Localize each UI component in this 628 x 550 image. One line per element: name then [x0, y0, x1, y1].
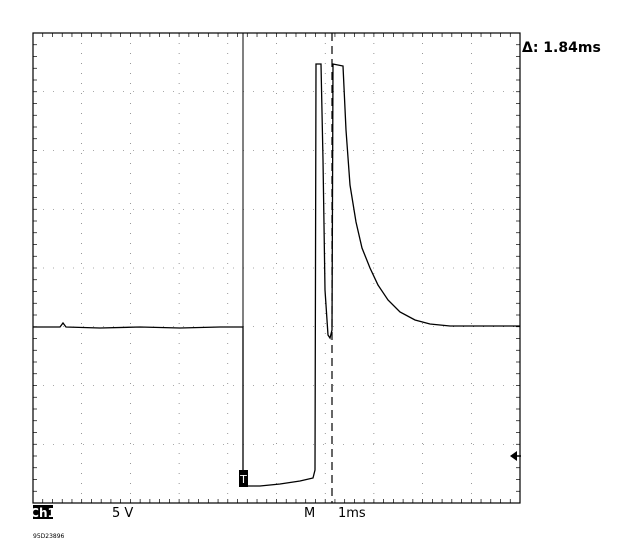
timebase-label: M — [304, 506, 315, 521]
channel-label: Ch1 — [30, 506, 56, 520]
level-arrow — [510, 451, 517, 461]
figure-id: 95D23896 — [33, 533, 65, 540]
time-per-div: 1ms — [338, 506, 366, 521]
volts-per-div: 5 V — [112, 506, 133, 521]
waveform — [33, 63, 520, 487]
cursor-delta: Δ: 1.84ms — [522, 40, 601, 56]
trigger-marker: T — [239, 473, 247, 486]
channel-box — [33, 505, 53, 519]
trigger-marker-box — [239, 470, 248, 487]
screen-frame — [32, 32, 521, 504]
graticule — [32, 32, 521, 504]
